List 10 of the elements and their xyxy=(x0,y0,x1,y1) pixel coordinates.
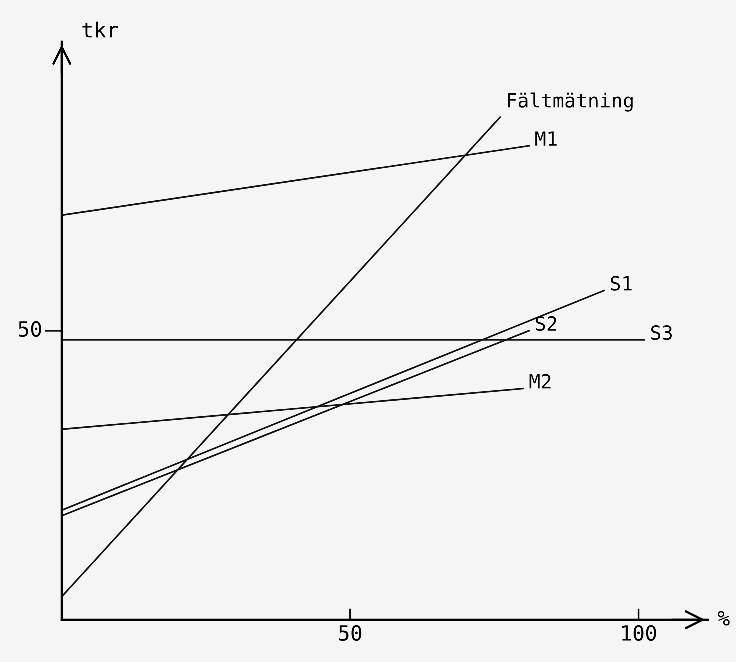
series-label: M1 xyxy=(536,132,557,146)
series-label: S3 xyxy=(651,325,672,340)
y-axis-title: tkr xyxy=(82,22,118,38)
text: 50 xyxy=(18,321,42,338)
series-label: Fältmätning xyxy=(508,92,633,112)
series-label: S1 xyxy=(611,276,632,291)
x-axis-title: % xyxy=(718,611,730,626)
series-label: S2 xyxy=(536,316,557,332)
series-label: M2 xyxy=(530,374,551,389)
x-tick-label: 100 xyxy=(622,625,656,642)
